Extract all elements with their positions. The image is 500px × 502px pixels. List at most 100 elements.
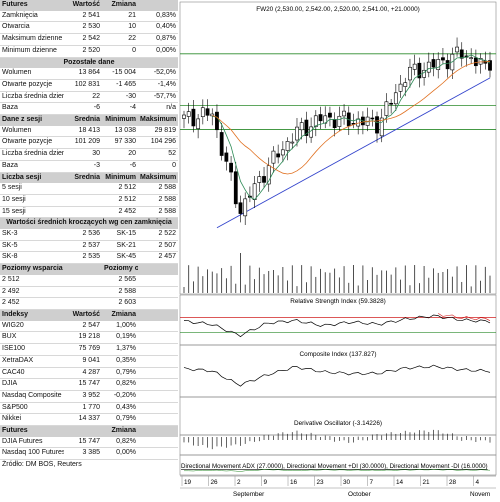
candlestick (295, 126, 299, 141)
table-cell: Nasdaq 100 Futures (0, 447, 64, 461)
chart-canvas[interactable]: FW20 (2,530.00, 2,542.00, 2,520.00, 2,54… (178, 0, 500, 500)
table-cell: Liczba średnia dzienna (0, 148, 64, 161)
table-cell: 22 (64, 91, 102, 104)
date-tick-label: 14 (396, 479, 404, 486)
candlestick (408, 66, 412, 81)
table-row: 10 sesji 2 512 2 588 (0, 194, 178, 207)
table-cell: 22 (102, 33, 138, 46)
table-cell: 2 603 (102, 297, 138, 310)
candlestick (309, 126, 314, 138)
header-cell (138, 425, 178, 437)
candlestick (262, 176, 266, 183)
candlestick (342, 110, 346, 117)
table-cell: 15 sesji (0, 206, 64, 219)
table-cell: Liczba średnia dzienna (0, 91, 64, 104)
table-row: Baza -6 -4 n/a (0, 102, 178, 116)
date-tick-label: 4 (476, 479, 480, 486)
header-cell: Dane z sesji (0, 114, 64, 126)
table-cell (64, 206, 102, 219)
table-row: SK-5 2 537 SK-21 2 507 (0, 240, 178, 253)
table-row: Nasdaq 100 Futures 3 385 0,00% (0, 447, 178, 461)
header-cell (64, 425, 102, 437)
moving-average-long (212, 60, 491, 175)
table-cell: 21 (102, 10, 138, 23)
table-cell: SK-45 (102, 251, 138, 265)
candlestick (436, 59, 441, 71)
table-cell: 1,37% (102, 343, 138, 356)
table-cell: XetraDAX (0, 355, 64, 368)
table-cell (138, 355, 178, 368)
header-cell: Minimum (102, 172, 138, 184)
table-cell: WIG20 (0, 320, 64, 333)
table-cell: 0 (102, 45, 138, 58)
candlestick (469, 57, 474, 59)
table-cell: SK-3 (0, 229, 64, 241)
header-cell: Futures (0, 425, 64, 437)
chart-panel (179, 454, 497, 476)
candlestick (426, 61, 431, 73)
section-header: Wartości średnich kroczących wg cen zamk… (0, 217, 178, 230)
moving-average-short (212, 54, 491, 200)
table-cell (64, 297, 102, 310)
table-row: SK-3 2 536 SK-15 2 522 (0, 229, 178, 241)
table-cell: Nikkei (0, 413, 64, 427)
table-cell: 0,83% (138, 10, 178, 23)
table-cell: Wolumen (0, 125, 64, 138)
composite-index-line (183, 364, 491, 387)
table-cell: 3 952 (64, 390, 102, 403)
header-cell: Wartość (64, 0, 102, 11)
date-tick-label: 30 (343, 479, 351, 486)
table-cell: DJIA Futures (0, 436, 64, 449)
table-cell: Otwarcia (0, 21, 64, 35)
table-cell: 2 452 (0, 297, 64, 310)
date-tick-label: 16 (290, 479, 298, 486)
table-cell: DJIA (0, 378, 64, 391)
table-cell (138, 274, 178, 287)
candlestick (182, 114, 186, 119)
table-cell: 0,82% (102, 378, 138, 391)
candlestick (441, 57, 445, 61)
candlestick (224, 152, 229, 162)
technical-chart[interactable]: FW20 (2,530.00, 2,542.00, 2,520.00, 2,54… (178, 0, 500, 500)
table-cell: n/a (138, 102, 178, 116)
candlestick (403, 82, 408, 87)
table-cell: -15 004 (102, 68, 138, 80)
table-cell: Otwarte pozycje (0, 136, 64, 150)
header-cell: Futures (0, 0, 64, 11)
table-cell: 13 038 (102, 125, 138, 138)
table-row: S&P500 1 770 0,43% (0, 402, 178, 415)
table-cell: 97 330 (102, 136, 138, 150)
table-cell: 0,35% (102, 355, 138, 368)
header-cell: Średnia (64, 114, 102, 126)
candlestick (332, 119, 337, 129)
month-label: Novem (470, 491, 490, 498)
table-cell: 2 512 (102, 194, 138, 207)
table-cell: SK-5 (0, 240, 64, 253)
header-cell: Wartości średnich kroczących wg cen zamk… (0, 217, 178, 230)
table-cell: 2 452 (102, 206, 138, 219)
table-row: 15 sesji 2 452 2 588 (0, 206, 178, 219)
table-row: XetraDAX 9 041 0,35% (0, 355, 178, 368)
chart-panel (179, 396, 497, 436)
table-cell: Baza (0, 160, 64, 173)
table-cell: 29 819 (138, 125, 178, 138)
table-row: 5 sesji 2 512 2 588 (0, 183, 178, 195)
candlestick (417, 62, 422, 79)
date-tick-label: 2 (237, 479, 241, 486)
date-tick-label: 21 (423, 479, 431, 486)
table-cell: Zamknięcia (0, 10, 64, 23)
candlestick (285, 141, 290, 151)
table-cell (138, 390, 178, 403)
table-cell: 4 287 (64, 367, 102, 380)
rsi-line (183, 314, 491, 338)
table-cell: 0,87% (138, 33, 178, 46)
date-tick-label: 19 (184, 479, 192, 486)
table-cell: Otwarte pozycje (0, 79, 64, 92)
table-cell: 1 770 (64, 402, 102, 415)
table-cell (138, 297, 178, 310)
table-cell: 52 (138, 148, 178, 161)
table-row: Otwarte pozycje 101 209 97 330 104 296 (0, 136, 178, 150)
table-cell: 2 535 (64, 251, 102, 265)
candlestick (271, 150, 276, 164)
table-cell: Nasdaq Composite (0, 390, 64, 403)
